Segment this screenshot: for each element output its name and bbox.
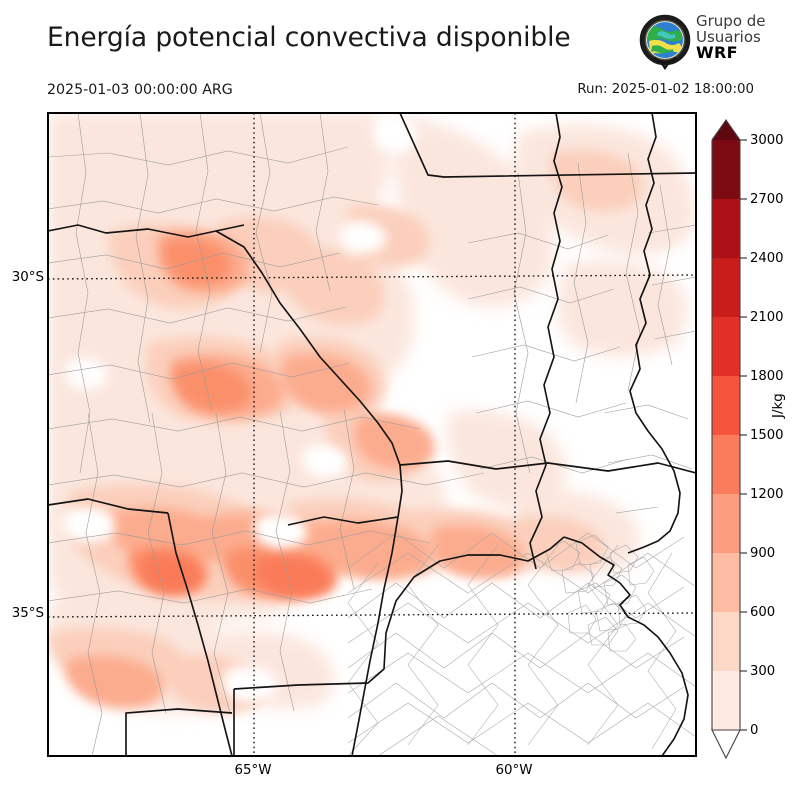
colorbar-svg xyxy=(711,119,747,760)
wrf-globe-icon xyxy=(639,14,691,71)
map-panel[interactable] xyxy=(47,112,697,757)
colorbar-ticks xyxy=(740,139,747,731)
cbar-tick-2700: 2700 xyxy=(750,192,784,207)
cbar-tick-1500: 1500 xyxy=(750,428,784,443)
page-title: Energía potencial convectiva disponible xyxy=(47,22,571,53)
cape-band-600-900 xyxy=(65,230,523,709)
cbar-tick-900: 900 xyxy=(750,546,776,561)
cbar-tick-3000: 3000 xyxy=(750,133,784,148)
logo-text: Grupo de Usuarios WRF xyxy=(696,12,766,63)
province-borders xyxy=(48,113,696,756)
cbar-tick-600: 600 xyxy=(750,605,776,620)
colorbar[interactable]: 0 300 600 900 1200 1500 1800 2100 2400 2… xyxy=(706,118,800,763)
lat-tick-35s: 35°S xyxy=(11,606,44,621)
lon-tick-65w: 65°W xyxy=(234,763,272,778)
cbar-tick-2400: 2400 xyxy=(750,251,784,266)
valid-time-label: 2025-01-03 00:00:00 ARG xyxy=(47,82,233,98)
graticule xyxy=(48,113,696,756)
brand-logo: Grupo de Usuarios WRF xyxy=(636,12,796,74)
cape-field-map xyxy=(48,113,696,756)
cbar-tick-1800: 1800 xyxy=(750,369,784,384)
cbar-tick-300: 300 xyxy=(750,664,776,679)
logo-line-2: Usuarios xyxy=(696,27,761,46)
colorbar-over-arrow xyxy=(712,120,740,140)
logo-line-3: WRF xyxy=(696,43,738,63)
cape-zero-pockets xyxy=(62,113,532,703)
department-boundaries xyxy=(48,113,696,756)
lat-tick-30s: 30°S xyxy=(11,270,44,285)
colorbar-units-label: J/kg xyxy=(771,393,786,418)
cbar-tick-2100: 2100 xyxy=(750,310,784,325)
cbar-tick-0: 0 xyxy=(750,723,759,738)
colorbar-bands xyxy=(712,140,740,730)
colorbar-under-arrow xyxy=(711,729,741,760)
logo-line-1: Grupo de xyxy=(696,12,766,30)
lon-tick-60w: 60°W xyxy=(495,763,533,778)
model-run-label: Run: 2025-01-02 18:00:00 xyxy=(577,82,754,97)
cbar-tick-1200: 1200 xyxy=(750,487,784,502)
